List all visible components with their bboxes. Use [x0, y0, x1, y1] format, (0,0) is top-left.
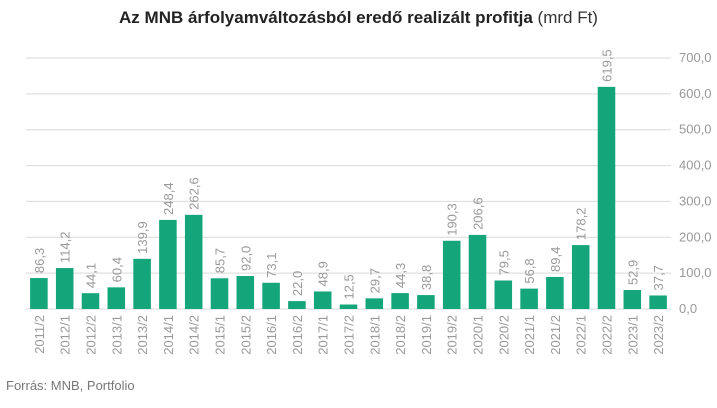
bar	[262, 282, 280, 309]
x-tick-label: 2021/2	[548, 315, 563, 355]
data-label: 92,0	[238, 246, 253, 271]
x-tick-label: 2013/1	[109, 315, 124, 355]
bar	[649, 295, 667, 309]
bar	[597, 86, 616, 310]
bar	[365, 298, 384, 309]
x-tick-label: 2014/2	[187, 315, 202, 355]
data-label: 38,8	[419, 265, 434, 290]
x-tick-label: 2015/2	[238, 315, 253, 355]
bar	[520, 288, 538, 309]
data-label: 190,3	[445, 203, 460, 236]
bar	[184, 214, 203, 309]
bar	[107, 287, 126, 309]
x-tick-label: 2023/1	[625, 315, 640, 355]
bar	[55, 268, 74, 309]
data-label: 248,4	[161, 182, 176, 215]
x-tick-label: 2020/2	[496, 315, 511, 355]
bar	[288, 301, 306, 309]
x-tick-label: 2023/2	[651, 315, 666, 355]
y-tick-label: 700,0	[679, 50, 712, 65]
x-tick-label: 2018/1	[367, 315, 382, 355]
data-label: 79,5	[496, 250, 511, 275]
x-tick-label: 2022/2	[600, 315, 615, 355]
bar	[571, 245, 590, 309]
chart-title-text: Az MNB árfolyamváltozásból eredő realizá…	[119, 8, 533, 27]
data-label: 52,9	[625, 260, 640, 285]
bar	[391, 293, 409, 309]
data-label: 114,2	[58, 231, 73, 263]
y-tick-label: 200,0	[679, 229, 712, 244]
x-tick-label: 2015/1	[213, 315, 228, 355]
data-label: 89,4	[548, 247, 563, 272]
x-tick-label: 2016/2	[290, 315, 305, 355]
x-tick-label: 2022/1	[574, 315, 589, 355]
data-label: 206,6	[471, 197, 486, 230]
bar	[30, 278, 48, 309]
bar	[623, 290, 642, 309]
data-label: 139,9	[135, 221, 150, 254]
x-tick-label: 2021/1	[522, 315, 537, 355]
y-tick-label: 400,0	[679, 158, 712, 173]
data-label: 48,9	[316, 261, 331, 286]
x-tick-label: 2017/1	[316, 315, 331, 355]
data-label: 85,7	[213, 248, 228, 273]
data-label: 86,3	[32, 248, 47, 273]
x-tick-label: 2020/1	[471, 315, 486, 355]
data-label: 44,3	[393, 263, 408, 288]
x-tick-label: 2018/2	[393, 315, 408, 355]
x-tick-label: 2012/1	[58, 315, 73, 355]
bar	[313, 291, 332, 309]
x-tick-label: 2016/1	[264, 315, 279, 355]
bar	[468, 234, 487, 309]
data-label: 619,5	[600, 49, 615, 82]
bar	[417, 295, 435, 309]
bar	[442, 240, 461, 309]
x-tick-label: 2017/2	[342, 315, 357, 355]
data-label: 12,5	[342, 274, 357, 299]
x-tick-label: 2019/2	[445, 315, 460, 355]
x-tick-label: 2019/1	[419, 315, 434, 355]
y-tick-label: 600,0	[679, 86, 712, 101]
data-label: 60,4	[109, 257, 124, 282]
bar	[494, 280, 513, 309]
data-label: 29,7	[367, 268, 382, 293]
data-label: 73,1	[264, 252, 279, 277]
bar	[339, 304, 358, 309]
bar	[210, 278, 229, 309]
chart-title-unit: (mrd Ft)	[537, 8, 598, 27]
data-label: 56,8	[522, 258, 537, 283]
bar	[159, 219, 177, 309]
data-label: 22,0	[290, 271, 305, 296]
x-tick-label: 2014/1	[161, 315, 176, 355]
x-tick-label: 2013/2	[135, 315, 150, 355]
bar	[236, 276, 255, 309]
y-tick-label: 0,0	[679, 301, 697, 316]
y-tick-label: 300,0	[679, 193, 712, 208]
bar	[81, 293, 100, 309]
y-tick-label: 500,0	[679, 122, 712, 137]
bar	[546, 276, 564, 309]
chart-title: Az MNB árfolyamváltozásból eredő realizá…	[0, 8, 717, 28]
y-tick-label: 100,0	[679, 265, 712, 280]
data-label: 37,7	[651, 265, 666, 290]
x-tick-label: 2012/2	[84, 315, 99, 355]
x-tick-label: 2011/2	[32, 315, 47, 354]
data-label: 262,6	[187, 177, 202, 210]
bar	[133, 258, 151, 309]
source-note: Forrás: MNB, Portfolio	[6, 378, 135, 393]
data-label: 178,2	[574, 208, 589, 241]
data-label: 44,1	[84, 263, 99, 288]
